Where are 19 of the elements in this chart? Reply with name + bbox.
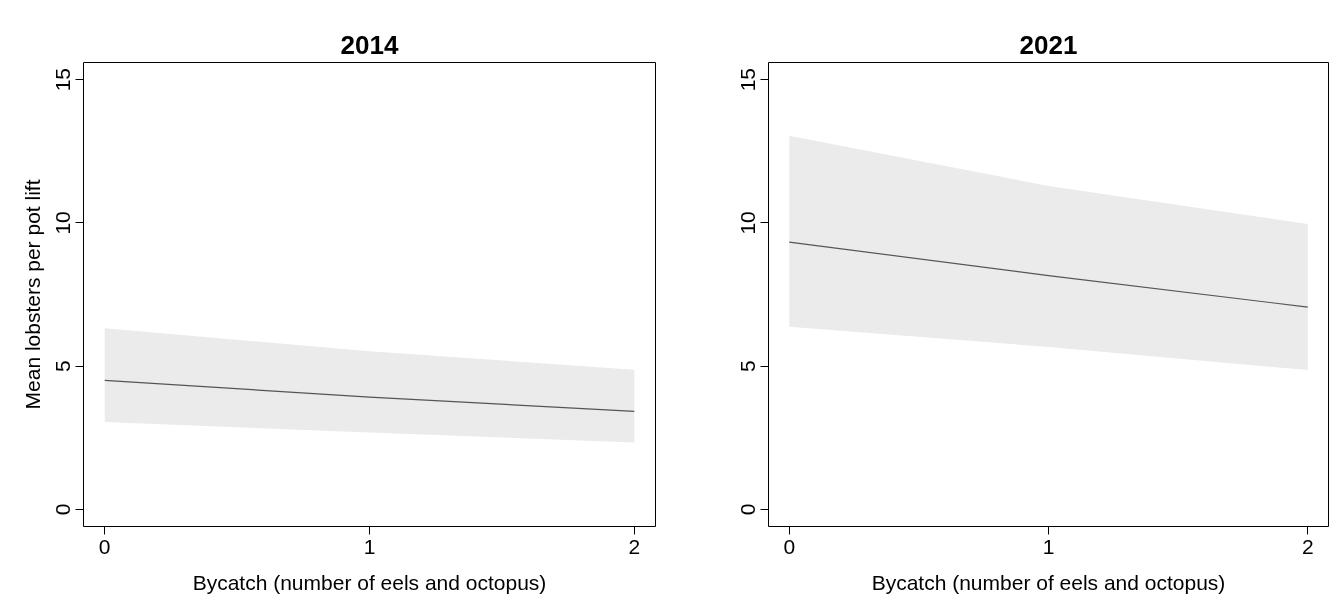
x-tick-label: 1: [1042, 534, 1055, 558]
y-tick-label: 15: [736, 68, 760, 92]
y-tick-label: 5: [736, 360, 760, 372]
y-axis-title: Mean lobsters per pot lift: [20, 179, 44, 410]
x-axis-title: Bycatch (number of eels and octopus): [192, 570, 547, 594]
y-tick-label: 15: [51, 68, 75, 92]
y-tick-label: 5: [51, 360, 75, 372]
x-tick-label: 2: [1301, 534, 1314, 558]
y-tick-label: 10: [736, 211, 760, 235]
y-tick-label: 0: [736, 503, 760, 516]
chart-title: 2014: [340, 29, 399, 60]
x-tick-label: 0: [783, 534, 796, 558]
x-axis-title: Bycatch (number of eels and octopus): [871, 570, 1226, 594]
y-tick-label: 10: [51, 211, 75, 235]
x-tick-label: 1: [363, 534, 376, 558]
x-tick-label: 0: [98, 534, 111, 558]
y-tick-label: 0: [51, 503, 75, 516]
chart-title: 2021: [1019, 29, 1078, 60]
x-tick-label: 2: [628, 534, 641, 558]
